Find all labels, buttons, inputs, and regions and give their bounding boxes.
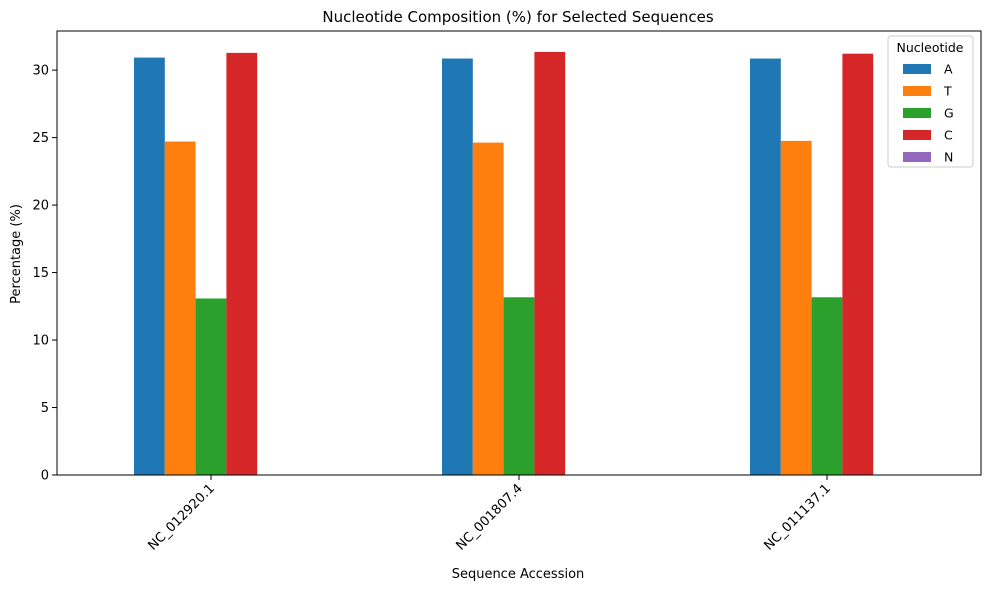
- legend-swatch-g: [903, 108, 931, 118]
- bar-c-3: [842, 53, 874, 476]
- y-tick-label: 5: [41, 401, 49, 416]
- x-tick-label: NC_001807.4: [453, 481, 525, 553]
- legend-swatch-n: [903, 152, 931, 162]
- y-tick-label: 25: [32, 131, 49, 146]
- bar-g-1: [195, 298, 227, 475]
- legend-label-c: C: [944, 128, 953, 143]
- legend-label-n: N: [944, 150, 953, 165]
- bar-a-1: [134, 57, 165, 475]
- x-tick-label: NC_011137.1: [761, 481, 833, 553]
- chart-title: Nucleotide Composition (%) for Selected …: [322, 8, 713, 26]
- legend-label-t: T: [943, 84, 952, 99]
- y-axis-label: Percentage (%): [9, 204, 24, 304]
- y-tick-label: 15: [32, 266, 49, 281]
- x-tick-label: NC_012920.1: [145, 481, 217, 553]
- legend-label-g: G: [944, 106, 954, 121]
- legend-swatch-a: [903, 64, 931, 74]
- y-tick-label: 20: [32, 199, 49, 214]
- bar-g-3: [811, 297, 843, 475]
- bar-c-2: [534, 51, 566, 475]
- bar-a-2: [442, 58, 473, 475]
- legend-swatch-c: [903, 130, 931, 140]
- legend-swatch-t: [903, 86, 931, 96]
- bar-t-2: [472, 142, 504, 475]
- bar-c-1: [226, 52, 258, 476]
- legend-title: Nucleotide: [897, 40, 964, 55]
- x-axis-label: Sequence Accession: [452, 567, 585, 582]
- bar-g-2: [503, 297, 535, 475]
- bar-t-1: [164, 141, 196, 476]
- plot-area: 0 5 10 15 20 25 30 NC_012920.1 NC_001807.4 NC_011…: [32, 30, 982, 554]
- bar-a-3: [750, 58, 781, 475]
- legend-box: [887, 35, 974, 168]
- y-tick-label: 0: [41, 469, 49, 484]
- legend-label-a: A: [944, 62, 953, 77]
- bar-t-3: [780, 140, 812, 475]
- y-tick-label: 30: [32, 64, 49, 79]
- y-tick-label: 10: [32, 334, 49, 349]
